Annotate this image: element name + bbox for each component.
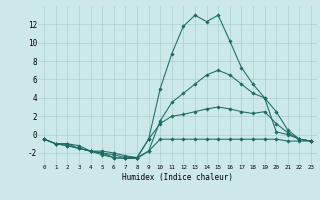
- X-axis label: Humidex (Indice chaleur): Humidex (Indice chaleur): [122, 173, 233, 182]
